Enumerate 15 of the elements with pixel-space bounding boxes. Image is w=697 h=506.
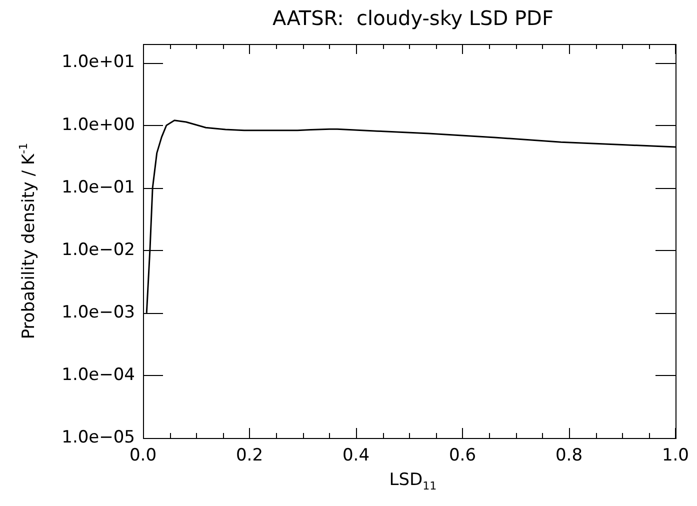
y-tick-label: 1.0e−02 xyxy=(62,240,135,260)
x-tick-label: 0.2 xyxy=(236,446,264,466)
x-tick-label: 0.0 xyxy=(129,446,157,466)
x-tick-label: 0.4 xyxy=(342,446,370,466)
y-tick-label: 1.0e−05 xyxy=(62,427,135,448)
chart-title: AATSR: cloudy-sky LSD PDF xyxy=(272,6,554,30)
y-tick-label: 1.0e−04 xyxy=(62,364,135,385)
y-tick-label: 1.0e+00 xyxy=(62,114,135,135)
x-axis-title: LSD$_{11}$ xyxy=(388,470,438,492)
y-tick-label: 1.0e−03 xyxy=(62,302,135,322)
y-tick-label: 1.0e+01 xyxy=(62,52,135,72)
y-tick-label: 1.0e−01 xyxy=(62,177,135,198)
x-tick-label: 1.0 xyxy=(662,446,690,466)
x-tick-label: 0.8 xyxy=(555,446,583,466)
x-tick-label: 0.6 xyxy=(448,446,476,466)
